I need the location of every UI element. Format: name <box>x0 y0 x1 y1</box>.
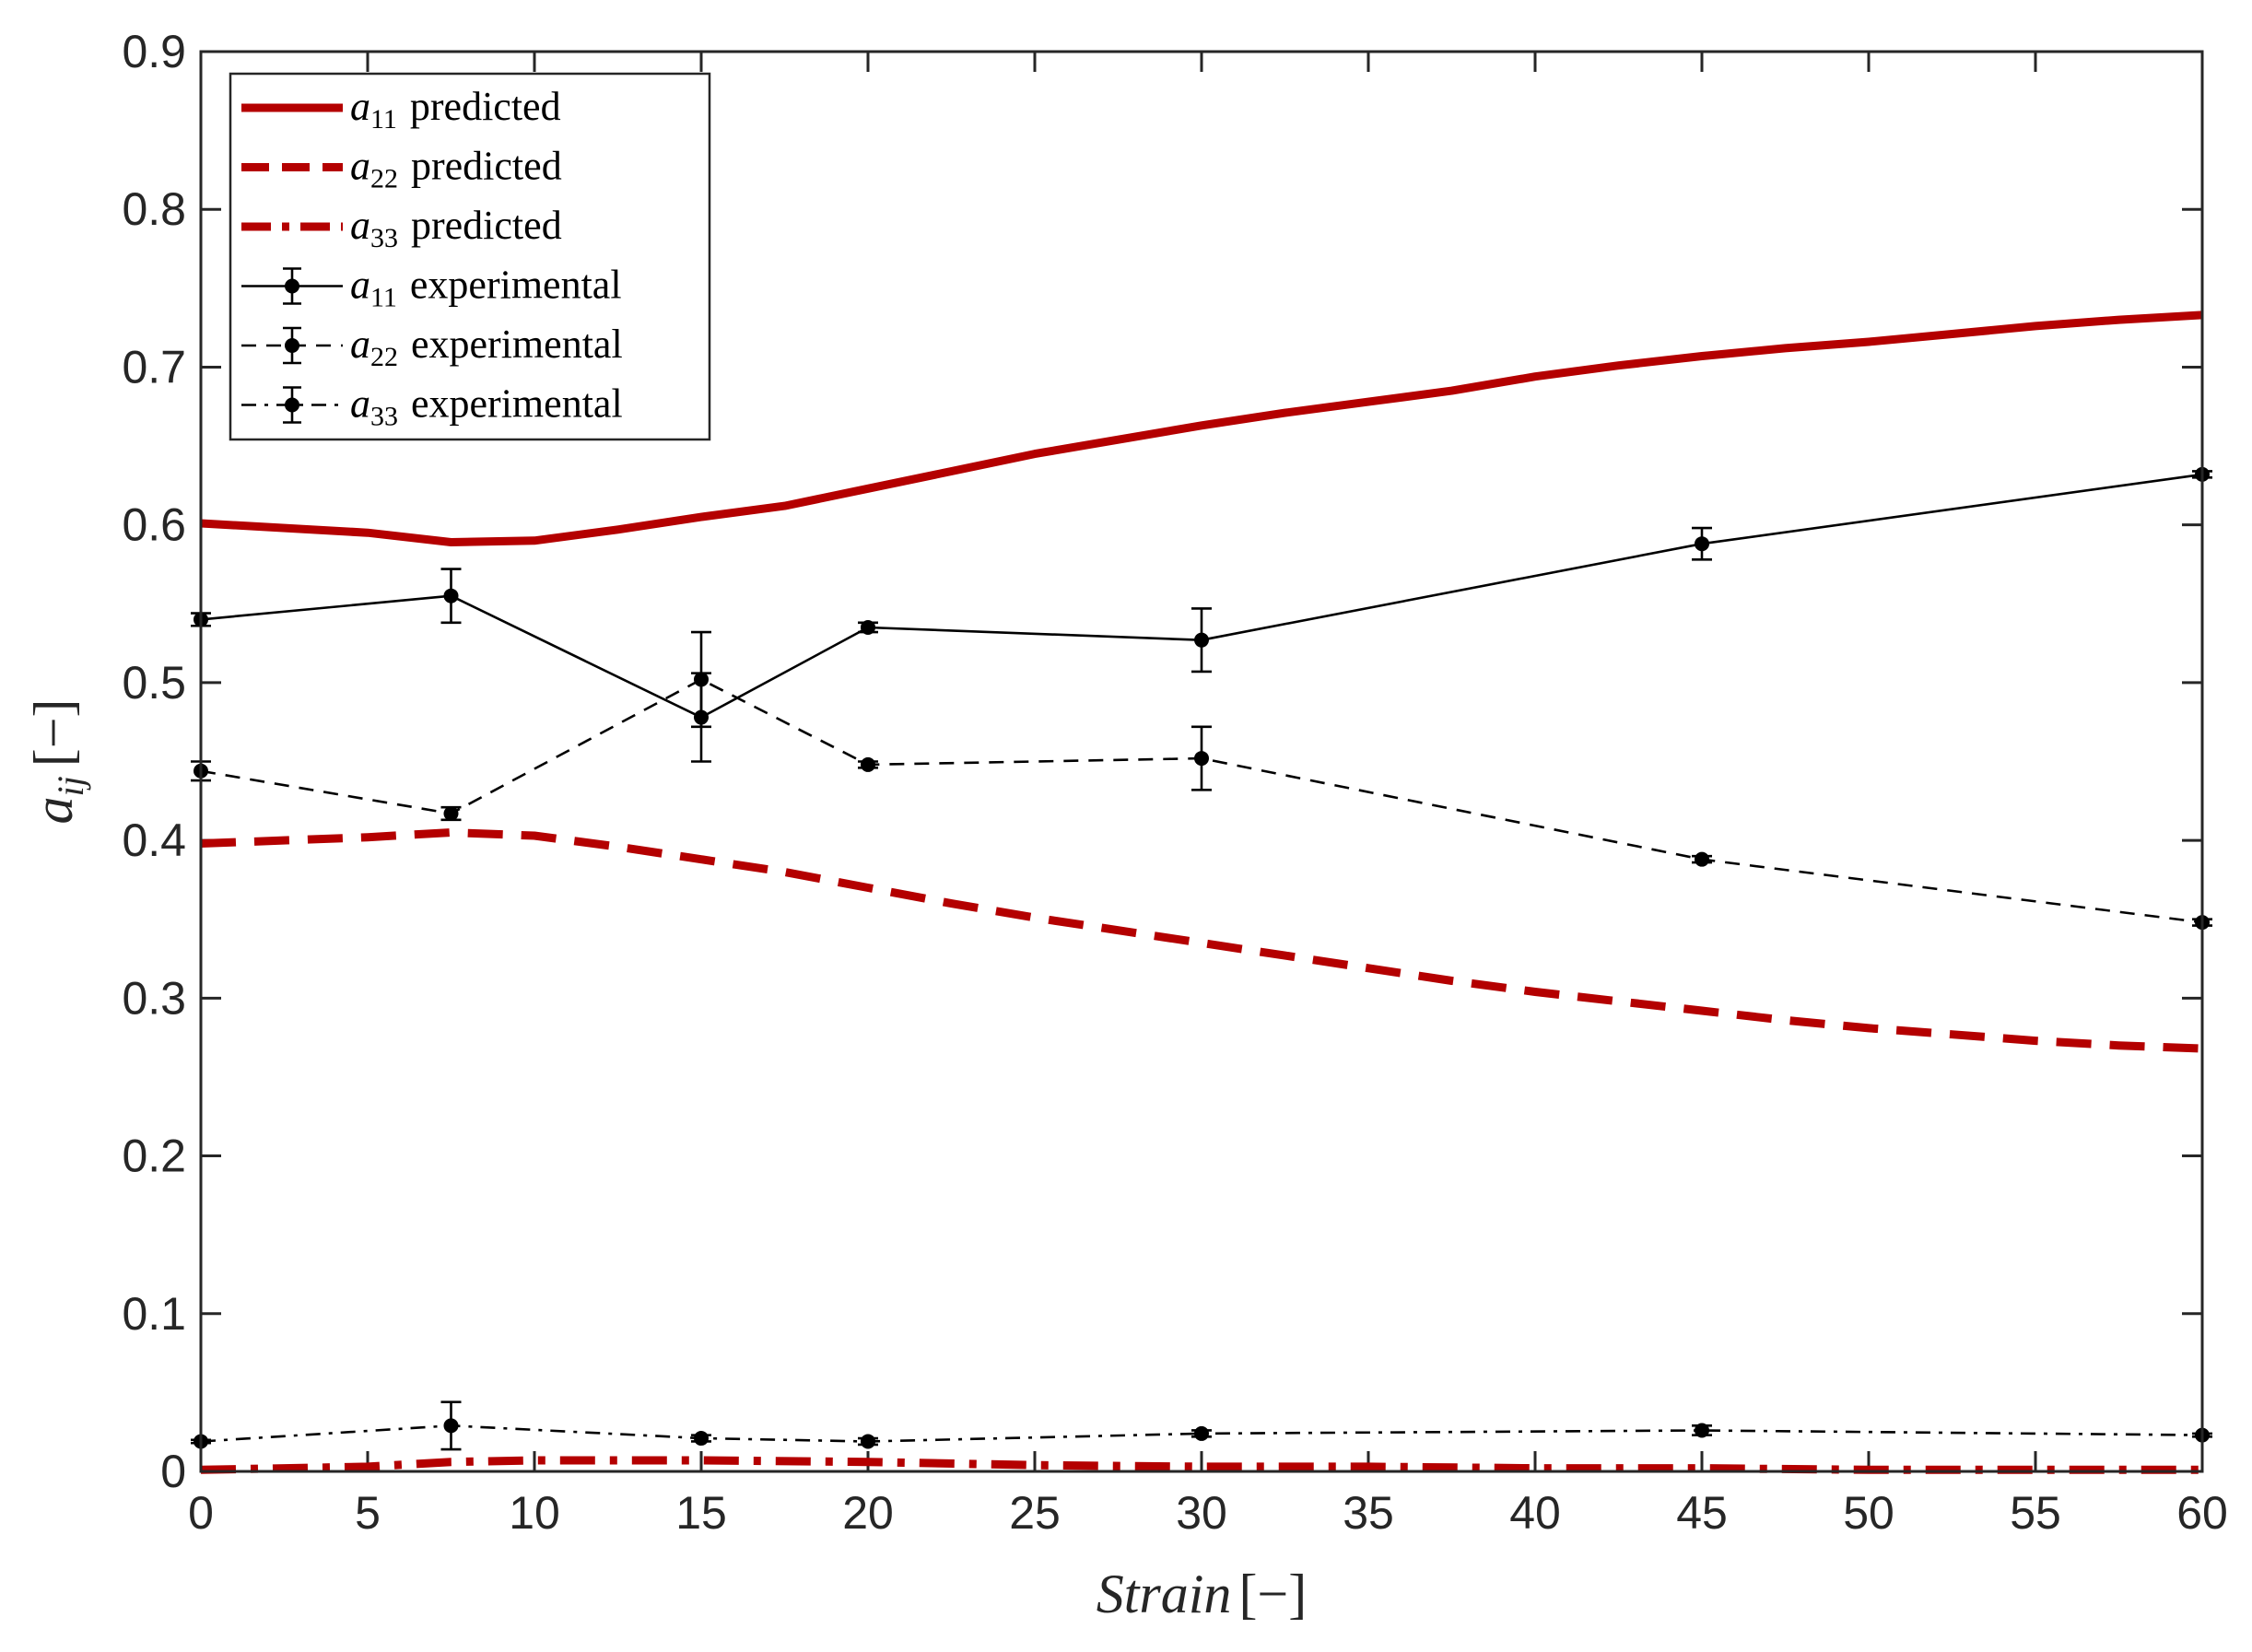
legend-marker <box>285 338 299 353</box>
data-point <box>1194 1425 1209 1441</box>
y-tick-label: 0.6 <box>122 499 186 551</box>
x-tick-label: 40 <box>1509 1487 1561 1539</box>
x-axis-title: Strain [−] <box>1097 1564 1308 1624</box>
x-tick-label: 50 <box>1843 1487 1894 1539</box>
y-axis-subscript: ij <box>50 776 91 796</box>
series-a11-predicted <box>200 310 2203 546</box>
legend-label: a33 predicted <box>350 203 562 253</box>
series-a33-predicted <box>200 1456 2202 1474</box>
x-tick-label: 5 <box>355 1487 381 1539</box>
x-axis-symbol: Strain <box>1097 1564 1232 1624</box>
series-a22-experimental <box>191 630 2212 931</box>
y-tick-label: 0.4 <box>122 814 186 866</box>
data-point <box>1194 632 1209 648</box>
series-a33-experimental <box>191 1400 2212 1451</box>
legend-label: a11 predicted <box>350 84 561 135</box>
legend-entry: a11 experimental <box>241 263 622 313</box>
x-tick-label: 15 <box>675 1487 727 1539</box>
y-tick-label: 0.9 <box>122 26 186 77</box>
legend-entry: a11 predicted <box>241 84 561 135</box>
data-point <box>1695 851 1709 867</box>
y-tick-label: 0.5 <box>122 657 186 709</box>
data-point <box>694 1431 709 1447</box>
data-point <box>861 756 875 772</box>
legend-entry: a22 predicted <box>241 144 562 194</box>
x-tick-label: 55 <box>2010 1487 2061 1539</box>
x-tick-label: 0 <box>188 1487 214 1539</box>
data-point <box>1194 751 1209 767</box>
y-tick-label: 0.3 <box>122 972 186 1024</box>
legend-entry: a22 experimental <box>241 322 623 372</box>
legend-entry: a33 experimental <box>241 381 623 432</box>
series-line <box>200 310 2203 546</box>
legend-entry: a33 predicted <box>241 203 562 253</box>
data-point <box>1695 536 1709 552</box>
legend-label: a11 experimental <box>350 263 622 313</box>
x-axis-unit: [−] <box>1238 1564 1307 1624</box>
series-line <box>200 1456 2202 1474</box>
series-line <box>200 828 2203 1053</box>
x-tick-label: 35 <box>1343 1487 1394 1539</box>
data-point <box>861 619 875 635</box>
legend-marker <box>285 278 299 294</box>
x-tick-label: 30 <box>1176 1487 1227 1539</box>
x-tick-label: 45 <box>1676 1487 1728 1539</box>
axis-titles: Strain [−] aij[−] <box>23 698 1307 1624</box>
axes: 0 5 10 15 20 25 30 35 40 45 50 55 60 0 0.1 0.2 0.3 0.4 0.5… <box>122 26 2227 1539</box>
y-tick-label: 0.1 <box>122 1288 186 1340</box>
data-point <box>694 672 709 687</box>
y-tick-label: 0.7 <box>122 341 186 392</box>
x-tick-label: 10 <box>509 1487 560 1539</box>
y-tick-label: 0.8 <box>122 183 186 235</box>
data-point <box>861 1434 875 1449</box>
series-a22-predicted <box>200 828 2203 1053</box>
legend-box <box>229 72 711 441</box>
x-tick-label: 20 <box>842 1487 894 1539</box>
y-axis-title: aij [−] <box>23 698 91 824</box>
data-point <box>1695 1423 1709 1438</box>
legend-label: a33 experimental <box>350 381 623 432</box>
data-point <box>443 806 459 822</box>
y-tick-label: 0 <box>160 1446 186 1497</box>
data-point <box>443 588 459 603</box>
series-layer <box>191 310 2212 1474</box>
data-point <box>443 1418 459 1434</box>
x-tick-label: 60 <box>2176 1487 2228 1539</box>
legend: a11 predicted a22 predicted a33 predicted a11 e… <box>229 72 711 441</box>
legend-marker <box>285 397 299 413</box>
y-tick-label: 0.2 <box>122 1131 186 1182</box>
legend-label: a22 experimental <box>350 322 623 372</box>
y-axis-symbol: a <box>23 797 84 825</box>
x-tick-label: 25 <box>1009 1487 1061 1539</box>
legend-label: a22 predicted <box>350 144 562 194</box>
plot-frame <box>199 50 2204 1473</box>
y-axis-unit: [−] <box>23 698 84 767</box>
